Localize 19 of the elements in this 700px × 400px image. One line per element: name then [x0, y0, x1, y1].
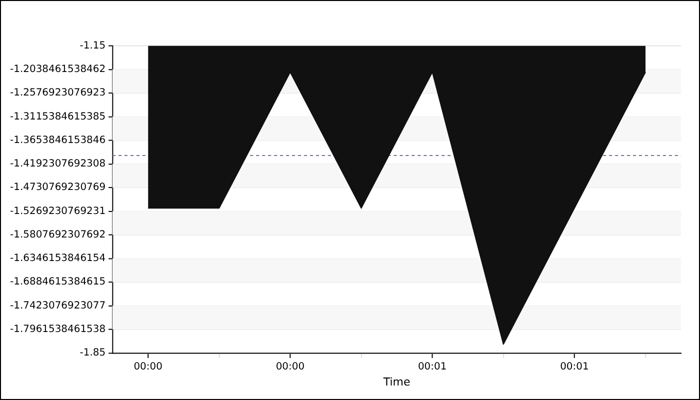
x-tick-label: 00:00	[134, 362, 162, 373]
y-tick-label: -1.3115384615385	[10, 111, 106, 122]
y-tick-label: -1.6346153846154	[10, 253, 106, 264]
y-tick-label: -1.2038461538462	[10, 64, 106, 75]
y-tick-label: -1.7961538461538	[10, 324, 106, 335]
y-tick-label: -1.6884615384615	[10, 276, 106, 288]
x-axis-title: Time	[382, 375, 410, 388]
x-tick-label: 00:01	[418, 362, 447, 373]
y-tick-label: -1.15	[80, 40, 106, 52]
y-tick-label: -1.3653846153846	[10, 134, 106, 146]
y-tick-label: -1.2576923076923	[10, 88, 106, 99]
y-tick-label: -1.5269230769231	[10, 206, 106, 217]
y-tick-label: -1.5807692307692	[10, 229, 106, 240]
x-tick-label: 00:00	[276, 362, 305, 373]
y-tick-label: -1.4192307692308	[10, 158, 106, 170]
y-tick-label: -1.4730769230769	[10, 182, 106, 194]
x-tick-label: 00:01	[560, 362, 589, 373]
y-tick-label: -1.85	[80, 348, 106, 359]
y-tick-label: -1.7423076923077	[10, 300, 106, 312]
